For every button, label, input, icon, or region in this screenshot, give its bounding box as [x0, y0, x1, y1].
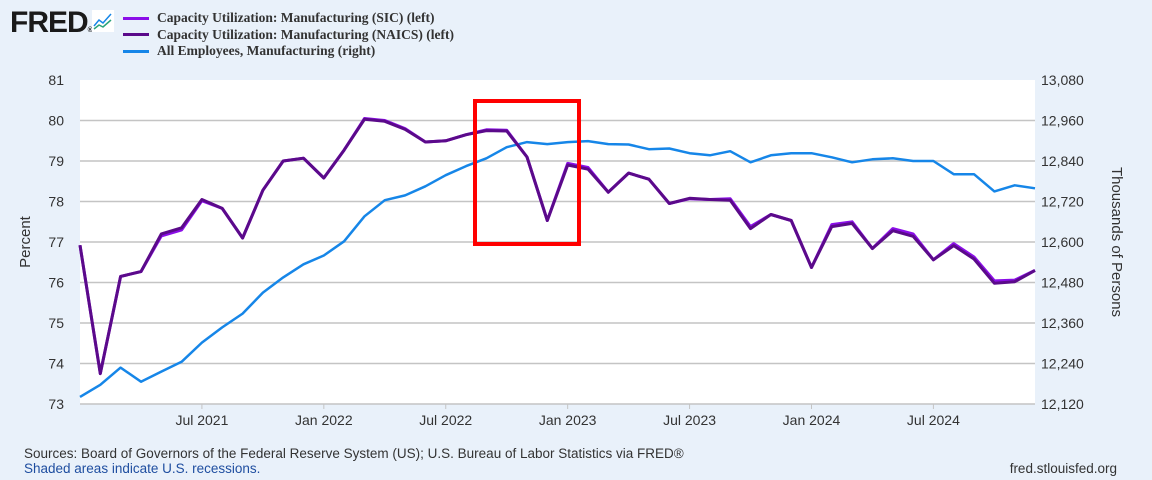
y-tick-label-right: 12,600: [1041, 234, 1084, 250]
y-tick-label-left: 81: [48, 72, 64, 88]
legend-item-sic[interactable]: Capacity Utilization: Manufacturing (SIC…: [123, 10, 454, 27]
x-tick-label: Jan 2024: [783, 412, 841, 428]
y-tick-label-right: 12,360: [1041, 315, 1084, 331]
y-axis-label-left: Percent: [17, 215, 34, 268]
footer-url[interactable]: fred.stlouisfed.org: [1009, 461, 1117, 476]
x-tick-label: Jul 2023: [663, 412, 716, 428]
y-axis-label-right: Thousands of Persons: [1108, 167, 1125, 317]
series-line-employees: [79, 139, 1036, 398]
highlight-annotation-box: [473, 99, 581, 246]
logo-text: FRED: [10, 6, 89, 39]
y-tick-label-right: 12,960: [1041, 113, 1084, 129]
y-tick-label-left: 77: [48, 234, 64, 250]
y-tick-label-right: 12,480: [1041, 275, 1084, 291]
y-tick-label-right: 13,080: [1041, 72, 1084, 88]
legend: Capacity Utilization: Manufacturing (SIC…: [123, 10, 454, 60]
legend-swatch: [123, 33, 149, 37]
legend-item-naics[interactable]: Capacity Utilization: Manufacturing (NAI…: [123, 27, 454, 44]
series-line-naics: [78, 117, 1036, 376]
x-tick-label: Jul 2024: [907, 412, 960, 428]
x-tick-label: Jan 2022: [295, 412, 353, 428]
footer-sources: Sources: Board of Governors of the Feder…: [24, 446, 684, 461]
y-tick-label-left: 74: [48, 356, 64, 372]
footer-recessions-note: Shaded areas indicate U.S. recessions.: [24, 461, 261, 476]
legend-label: Capacity Utilization: Manufacturing (NAI…: [157, 26, 454, 42]
y-tick-label-left: 76: [48, 275, 64, 291]
x-tick-label: Jul 2021: [175, 412, 228, 428]
y-tick-label-left: 75: [48, 315, 64, 331]
y-tick-label-left: 73: [48, 396, 64, 412]
x-tick-label: Jul 2022: [419, 412, 472, 428]
y-tick-label-right: 12,840: [1041, 153, 1084, 169]
legend-item-employees[interactable]: All Employees, Manufacturing (right): [123, 43, 454, 60]
y-tick-label-right: 12,120: [1041, 396, 1084, 412]
y-tick-label-left: 80: [48, 113, 64, 129]
legend-label: Capacity Utilization: Manufacturing (SIC…: [157, 10, 435, 25]
legend-swatch: [123, 16, 149, 20]
chart-graph-icon: [92, 10, 114, 32]
logo-registered: ®: [87, 27, 93, 34]
legend-swatch: [123, 49, 149, 53]
fred-logo[interactable]: FRED®: [10, 6, 114, 40]
y-tick-label-left: 78: [48, 194, 64, 210]
legend-label: All Employees, Manufacturing (right): [157, 43, 376, 58]
y-tick-label-left: 79: [48, 153, 64, 169]
y-tick-label-right: 12,240: [1041, 356, 1084, 372]
x-tick-label: Jan 2023: [539, 412, 597, 428]
y-tick-label-right: 12,720: [1041, 194, 1084, 210]
